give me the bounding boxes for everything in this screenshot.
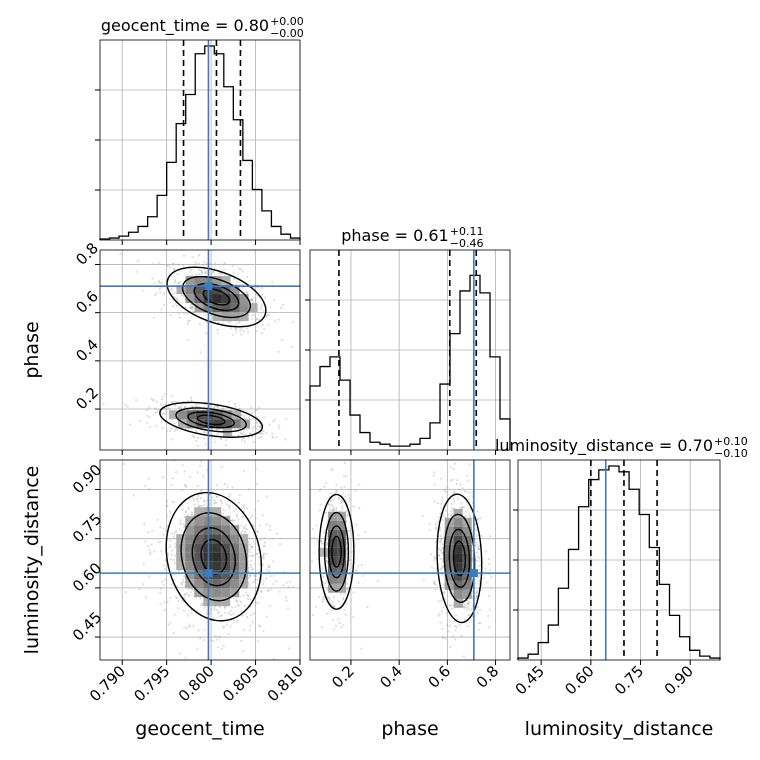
panel-frame — [99, 249, 301, 451]
panel-title-phase: phase = 0.61 +0.11−0.46 — [341, 225, 483, 250]
title-lower-error: −0.46 — [450, 237, 484, 250]
title-upper-error: +0.11 — [450, 225, 484, 238]
title-upper-error: +0.10 — [714, 435, 748, 448]
contour-line — [202, 288, 231, 306]
histogram-luminosity_distance — [517, 465, 721, 660]
x-tick-label: 0.45 — [512, 662, 548, 698]
y-axis-label-luminosity_distance: luminosity_distance — [21, 466, 43, 655]
histogram-geocent_time — [99, 45, 301, 240]
x-axis-label-geocent_time: geocent_time — [135, 718, 264, 740]
contour-line — [323, 511, 350, 592]
panel-frame — [99, 459, 301, 661]
hist-grid-geocent_time — [95, 40, 301, 240]
panel-title-geocent_time: geocent_time = 0.80 +0.00−0.00 — [101, 15, 304, 40]
contour-line — [191, 527, 236, 587]
x-axis-label-phase: phase — [381, 718, 438, 740]
truth-marker — [469, 569, 478, 578]
title-lower-error: −0.10 — [714, 447, 748, 460]
contour-line — [448, 528, 471, 588]
panel-frame — [309, 459, 511, 661]
x-tick-label: 0.75 — [611, 662, 647, 698]
histogram-phase — [309, 274, 511, 450]
contour-line — [318, 493, 355, 610]
contour-line — [187, 411, 235, 429]
panel-frame — [517, 459, 721, 661]
contour-line — [327, 525, 346, 579]
x-tick-label: 0.790 — [86, 662, 129, 705]
title-lower-error: −0.00 — [270, 27, 304, 40]
pair-phase-luminosity_distance — [310, 460, 510, 660]
panel-title-text: phase = 0.61 — [341, 226, 448, 245]
x-tick-label: 0.6 — [425, 662, 455, 692]
contour-line — [452, 540, 467, 577]
y-axis-label-phase: phase — [21, 321, 43, 378]
contour-line — [436, 493, 483, 624]
panel-title-text: luminosity_distance = 0.70 — [495, 436, 713, 456]
pair-geocent_time-luminosity_distance — [100, 460, 300, 660]
x-tick-label: 0.800 — [175, 662, 218, 705]
truth-marker — [204, 282, 213, 291]
panel-title-text: geocent_time = 0.80 — [101, 16, 269, 36]
truth-marker — [204, 569, 213, 578]
x-tick-label: 0.90 — [661, 662, 697, 698]
panel-title-luminosity_distance: luminosity_distance = 0.70 +0.10−0.10 — [495, 435, 748, 460]
x-tick-label: 0.805 — [219, 662, 262, 705]
title-upper-error: +0.00 — [270, 15, 304, 28]
x-axis-label-luminosity_distance: luminosity_distance — [525, 718, 714, 740]
panel-frame — [99, 39, 301, 241]
hist-grid-phase — [305, 250, 510, 450]
panel-frame — [309, 249, 511, 451]
contour-line — [331, 535, 342, 568]
x-tick-label: 0.60 — [561, 662, 597, 698]
contour-line — [196, 414, 226, 426]
contour-line — [165, 491, 263, 622]
x-tick-label: 0.8 — [473, 662, 503, 692]
contour-line — [180, 512, 248, 602]
pair-geocent_time-phase — [100, 250, 300, 450]
contour-line — [181, 275, 251, 319]
x-tick-label: 0.2 — [328, 662, 358, 692]
hist-grid-luminosity_distance — [513, 460, 720, 660]
contour-line — [175, 407, 247, 433]
x-tick-label: 0.810 — [264, 662, 307, 705]
x-tick-label: 0.795 — [130, 662, 173, 705]
x-tick-label: 0.4 — [376, 662, 406, 692]
